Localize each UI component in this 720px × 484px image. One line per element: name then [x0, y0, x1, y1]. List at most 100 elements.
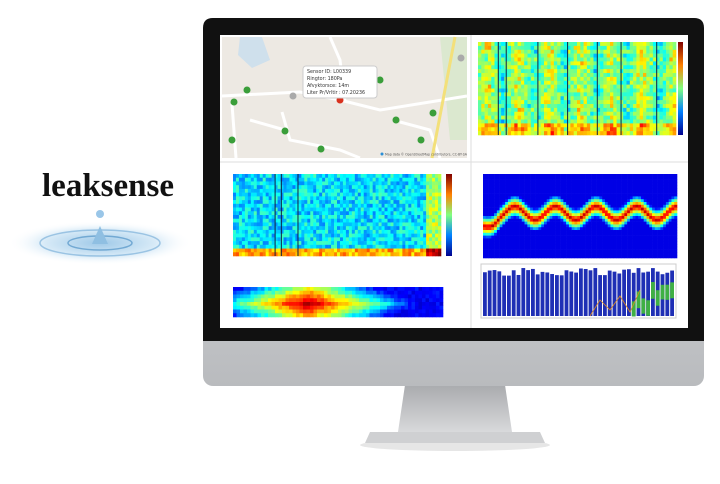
heat-cell: [623, 77, 627, 81]
heat-cell: [247, 287, 251, 291]
heat-cell: [373, 193, 376, 197]
heat-cell: [481, 85, 485, 89]
sensor-marker[interactable]: [318, 146, 325, 153]
heat-cell: [617, 69, 621, 73]
heat-cell: [666, 77, 670, 81]
sensor-marker[interactable]: [418, 137, 425, 144]
heat-cell: [485, 54, 489, 58]
heat-cell: [491, 196, 494, 199]
heat-cell: [478, 89, 482, 93]
heat-cell: [500, 210, 503, 213]
heat-cell: [405, 310, 409, 314]
heat-cell: [328, 196, 331, 200]
heat-cell: [514, 100, 518, 104]
dark-line: [537, 42, 538, 135]
sensor-marker[interactable]: [430, 110, 437, 117]
heat-cell: [254, 241, 257, 245]
heat-cell: [334, 234, 337, 238]
heat-cell: [669, 104, 673, 108]
heat-cell: [555, 213, 558, 216]
heat-cell: [408, 249, 411, 253]
sensor-marker[interactable]: [377, 77, 384, 84]
heat-cell: [508, 199, 511, 202]
heat-cell: [331, 287, 335, 291]
heat-cell: [527, 241, 530, 244]
sensor-marker[interactable]: [393, 117, 400, 124]
heat-cell: [561, 46, 565, 50]
heat-cell: [239, 230, 242, 234]
heat-cell: [237, 287, 241, 291]
sensor-marker[interactable]: [231, 99, 238, 106]
heat-cell: [580, 236, 583, 239]
heat-cell: [570, 131, 574, 135]
heat-cell: [561, 61, 565, 65]
heat-cell: [310, 313, 314, 317]
heat-cell: [275, 287, 279, 291]
heat-cell: [438, 234, 441, 238]
heat-cell: [352, 189, 355, 193]
heat-cell: [316, 237, 319, 241]
heat-cell: [334, 178, 337, 182]
heat-cell: [594, 255, 597, 258]
heat-cell: [483, 230, 486, 233]
heat-cell: [610, 104, 614, 108]
heat-cell: [429, 215, 432, 219]
heat-cell: [384, 310, 388, 314]
heat-cell: [402, 211, 405, 215]
heat-cell: [293, 306, 297, 310]
heat-cell: [286, 302, 290, 306]
heat-cell: [541, 116, 545, 120]
heat-cell: [316, 245, 319, 249]
heat-cell: [650, 81, 654, 85]
heat-cell: [289, 200, 292, 204]
sensor-marker[interactable]: [458, 55, 465, 62]
heat-cell: [355, 204, 358, 208]
heat-cell: [501, 77, 505, 81]
heat-cell: [402, 181, 405, 185]
heat-cell: [321, 295, 325, 299]
sensor-marker[interactable]: [290, 93, 297, 100]
heat-cell: [558, 252, 561, 255]
heat-cell: [316, 230, 319, 234]
heat-cell: [557, 108, 561, 112]
heat-cell: [301, 226, 304, 230]
heat-cell: [495, 112, 499, 116]
heat-cell: [236, 174, 239, 178]
heat-cell: [440, 287, 444, 291]
heat-cell: [263, 208, 266, 212]
heat-cell: [660, 92, 664, 96]
heat-cell: [574, 174, 577, 177]
heat-cell: [269, 200, 272, 204]
heat-cell: [337, 234, 340, 238]
heat-cell: [346, 200, 349, 204]
heat-cell: [608, 227, 611, 230]
heat-cell: [516, 191, 519, 194]
heat-cell: [491, 123, 495, 127]
sensor-marker[interactable]: [244, 87, 251, 94]
heat-cell: [541, 73, 545, 77]
sensor-marker[interactable]: [282, 128, 289, 135]
heat-cell: [364, 185, 367, 189]
heat-cell: [608, 233, 611, 236]
heat-cell: [419, 306, 423, 310]
heat-cell: [500, 230, 503, 233]
monitor-base: [365, 432, 545, 443]
heat-cell: [547, 127, 551, 131]
heat-cell: [245, 211, 248, 215]
heat-cell: [564, 131, 568, 135]
heat-cell: [610, 247, 613, 250]
sensor-marker[interactable]: [229, 137, 236, 144]
heat-cell: [502, 188, 505, 191]
heat-cell: [541, 54, 545, 58]
heat-cell: [619, 174, 622, 177]
heat-cell: [292, 241, 295, 245]
heat-cell: [636, 104, 640, 108]
heat-cell: [401, 295, 405, 299]
heat-cell: [355, 252, 358, 256]
map-panel[interactable]: Sensor ID: L00339 Ringtor: 180Pa Afvykto…: [222, 37, 468, 158]
heat-cell: [292, 215, 295, 219]
heat-cell: [324, 310, 328, 314]
heat-cell: [355, 237, 358, 241]
heat-cell: [500, 174, 503, 177]
heat-cell: [527, 224, 530, 227]
